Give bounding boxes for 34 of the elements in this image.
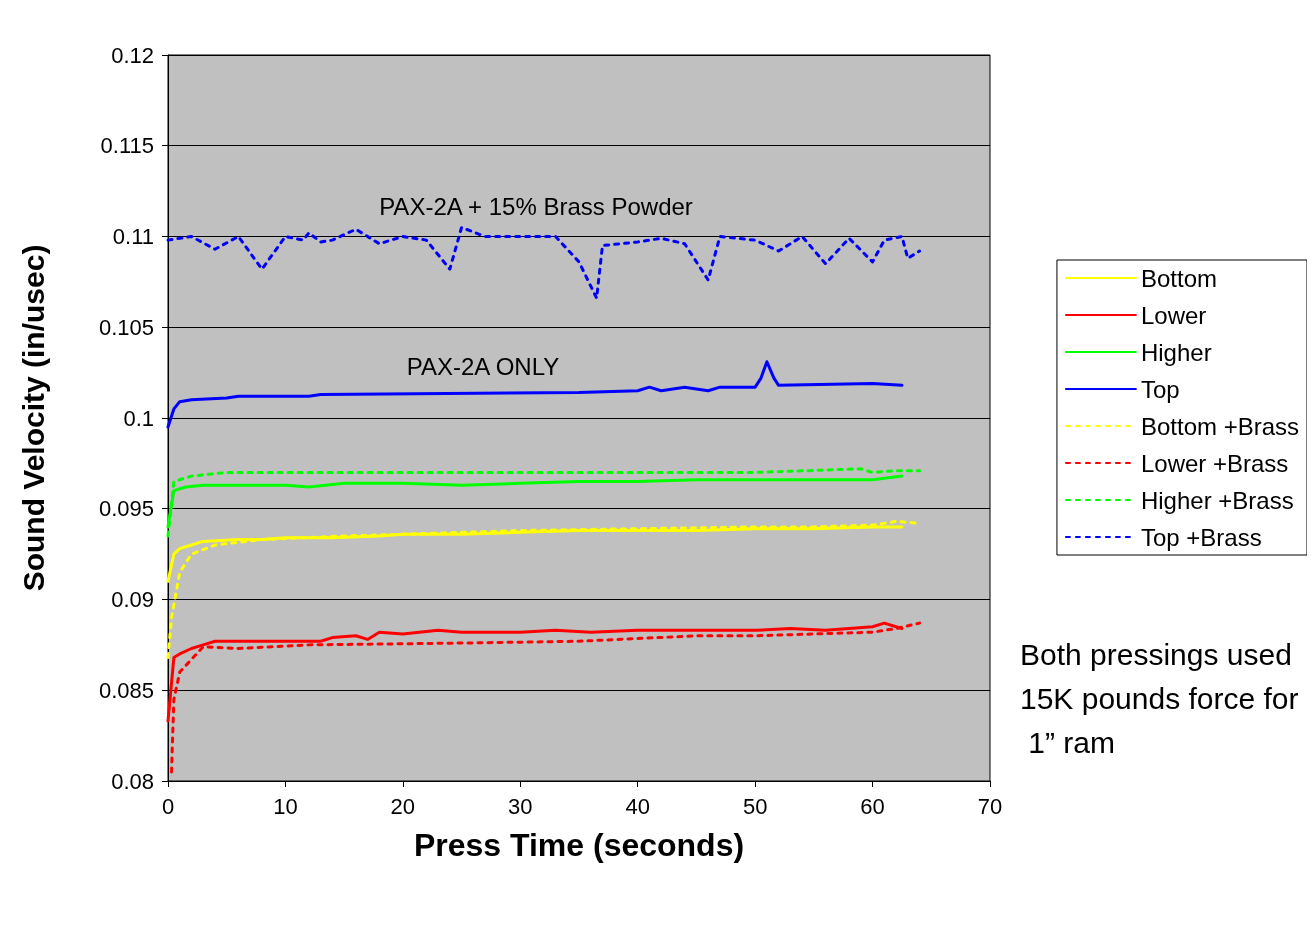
y-tick-label: 0.085 [98,677,154,703]
legend-label: Bottom +Brass [1140,412,1299,440]
y-tick-label: 0.1 [123,405,154,431]
line-series [166,225,922,300]
y-axis-title: Sound Velocity (in/usec) [16,244,50,592]
x-axis-title: Press Time (seconds) [413,827,745,863]
text: Both pressings used 15K pounds force for 1” ram [1020,637,1301,759]
annotation: PAX-2A ONLY [406,352,560,380]
legend-label: Top [1140,375,1180,403]
y-tick-label: 0.09 [111,587,154,612]
legend-label: Lower [1140,301,1207,329]
legend-label: Bottom [1140,264,1217,292]
line-series [166,467,922,538]
y-tick-label: 0.105 [98,314,154,340]
x-tick-label: 60 [860,793,885,819]
annotation: PAX-2A + 15% Brass Powder [379,192,693,220]
y-tick-label: 0.095 [98,496,154,522]
legend-label: Lower +Brass [1140,449,1289,477]
line-series [166,360,904,429]
x-tick-label: 30 [508,793,533,819]
x-tick-label: 50 [742,793,768,819]
x-tick-label: 10 [273,793,298,819]
y-tick-label: 0.12 [111,42,154,68]
y-tick-label: 0.11 [112,224,154,249]
x-tick-label: 0 [161,793,175,819]
x-tick-label: 70 [977,793,1003,819]
legend-label: Higher +Brass [1140,486,1294,514]
x-tick-label: 20 [390,793,416,819]
legend-label: Higher [1140,338,1212,366]
legend-label: Top +Brass [1140,523,1262,551]
y-tick-label: 0.08 [111,768,154,794]
line-series [170,621,922,774]
y-tick-label: 0.115 [100,133,154,159]
x-tick-label: 40 [625,793,650,819]
